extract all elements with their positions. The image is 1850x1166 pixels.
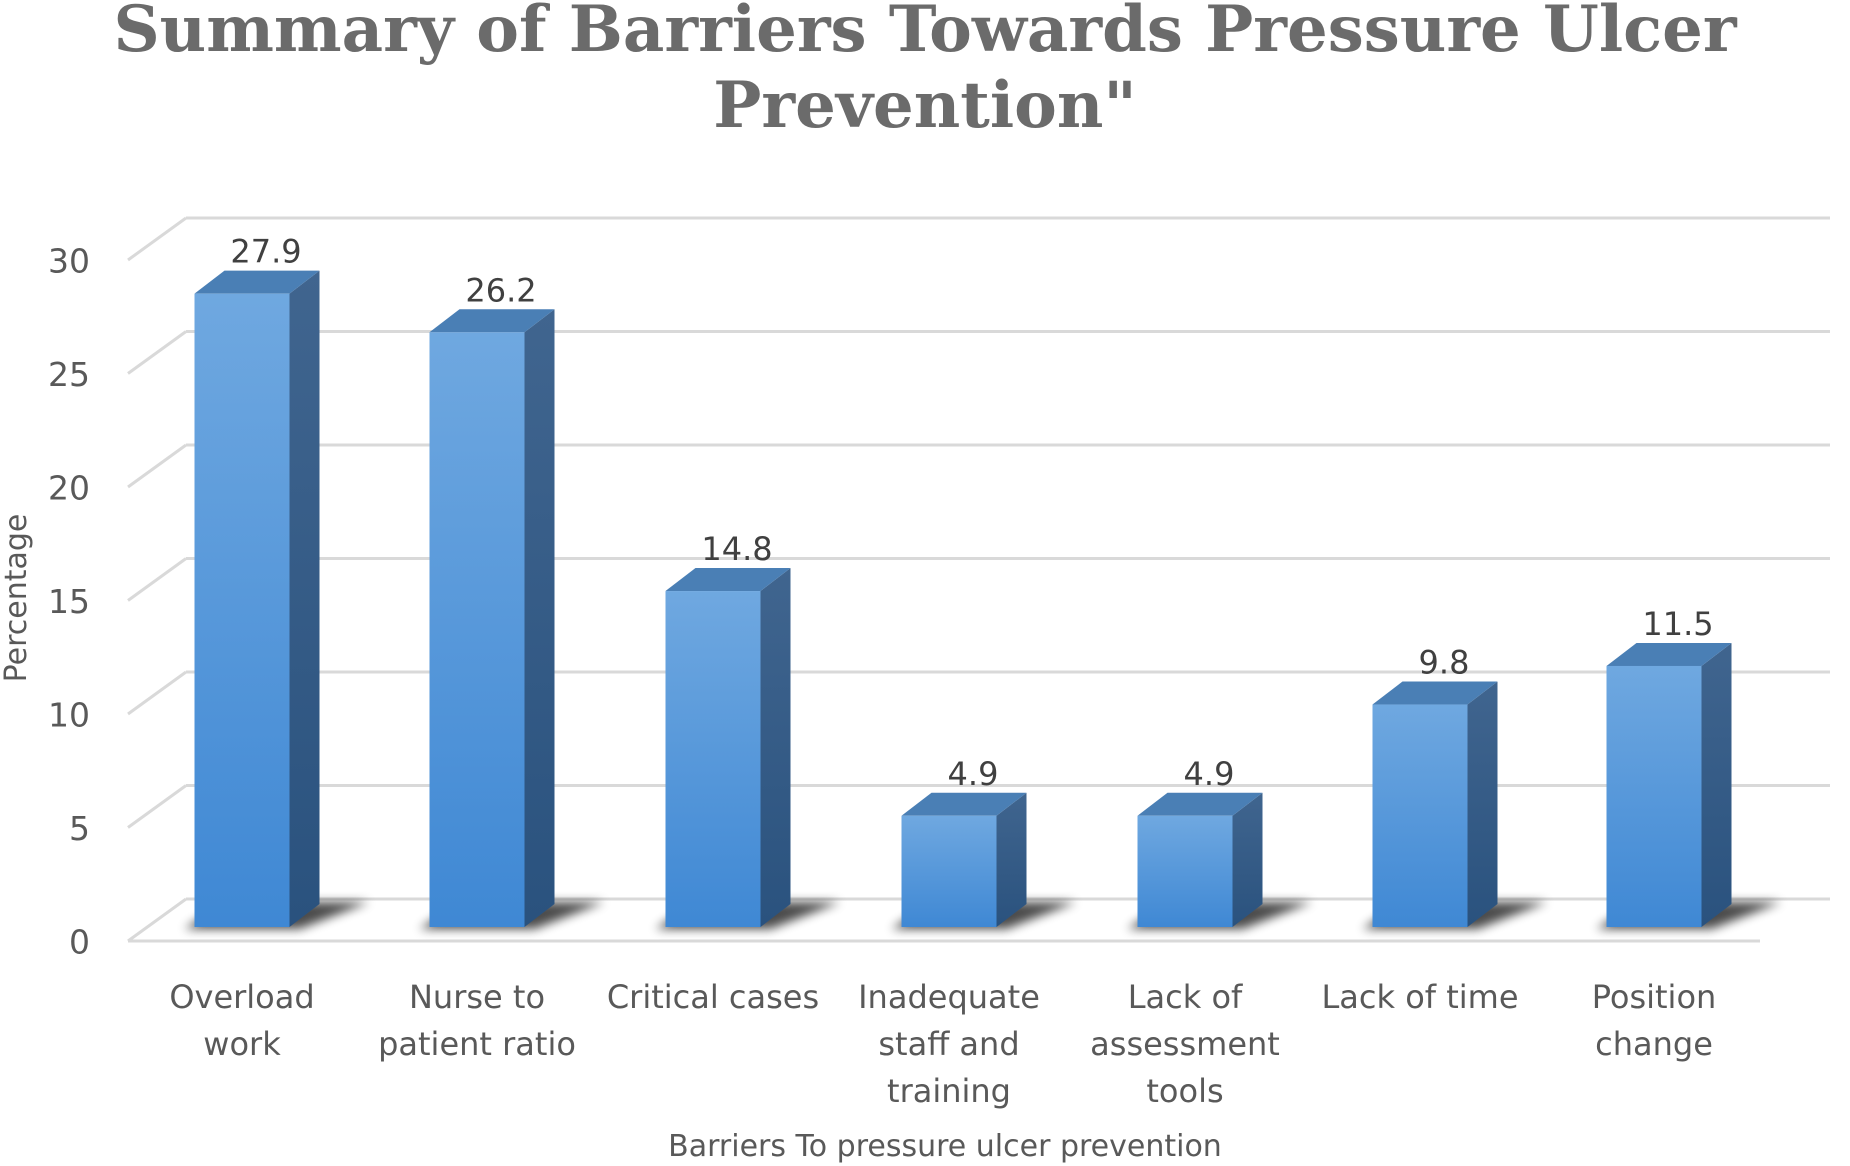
y-tick-label: 0 (69, 923, 90, 962)
bar (901, 792, 1027, 927)
bar-side (1232, 792, 1263, 927)
bar-front (429, 332, 525, 927)
y-axis-ticks: 0 5 10 15 20 25 30 (48, 242, 90, 962)
data-label: 11.5 (1642, 605, 1713, 643)
y-tick-label: 5 (69, 809, 90, 848)
bars (194, 270, 1732, 927)
bar-top (901, 792, 1027, 816)
bar-top (1137, 792, 1263, 816)
bar-side (1467, 681, 1498, 927)
bar-top (194, 270, 320, 294)
bar-top (1372, 681, 1498, 705)
y-tick-label: 30 (48, 242, 90, 281)
bar (1137, 792, 1263, 927)
bar-top (1606, 642, 1732, 666)
x-tick-label: Inadequate staff and training (858, 978, 1040, 1110)
y-tick-label: 25 (48, 355, 90, 394)
bar-top (429, 309, 555, 333)
x-tick-label: Position change (1592, 978, 1717, 1063)
chart-title: Summary of Barriers Towards Pressure Ulc… (0, 0, 1850, 144)
x-tick-label: Overload work (169, 978, 314, 1063)
data-label: 14.8 (701, 530, 772, 568)
y-tick-label: 10 (48, 696, 90, 735)
data-labels: 27.9 26.2 14.8 4.9 4.9 9.8 11.5 (230, 233, 1713, 793)
x-tick-label: Critical cases (607, 978, 819, 1016)
data-label: 4.9 (1184, 755, 1235, 793)
bar (1606, 642, 1732, 927)
data-label: 26.2 (465, 271, 536, 309)
bar-side (760, 568, 791, 927)
y-tick-label: 20 (48, 469, 90, 508)
bar-top (665, 568, 791, 592)
data-label: 27.9 (230, 233, 301, 271)
y-axis-label: Percentage (0, 514, 34, 683)
x-axis-label: Barriers To pressure ulcer prevention (668, 1129, 1222, 1164)
gridline (127, 216, 1830, 262)
x-tick-label: Nurse to patient ratio (378, 978, 576, 1063)
bar-front (665, 591, 761, 927)
bar-side (524, 309, 555, 927)
gridline (127, 330, 1830, 375)
bar-front (194, 293, 290, 927)
data-label: 9.8 (1419, 644, 1470, 682)
bar (429, 309, 555, 927)
gridline (127, 443, 1830, 489)
chart-title-line-1: Summary of Barriers Towards Pressure Ulc… (113, 0, 1737, 67)
bar-front (901, 815, 997, 927)
gridline (127, 670, 1830, 716)
bar-side (289, 270, 320, 927)
bar-front (1606, 665, 1702, 927)
data-label: 4.9 (948, 755, 999, 793)
x-tick-label: Lack of time (1321, 978, 1518, 1016)
x-tick-label: Lack of assessment tools (1090, 978, 1280, 1110)
y-tick-label: 15 (48, 582, 90, 621)
gridline (127, 557, 1830, 602)
bar (194, 270, 320, 927)
chart-title-line-2: Prevention" (713, 68, 1137, 143)
bar (665, 568, 791, 927)
bar-front (1372, 704, 1468, 927)
bar-front (1137, 815, 1233, 927)
bar-side (1701, 642, 1732, 927)
x-axis-categories: Overload work Nurse to patient ratio Critica… (169, 978, 1716, 1110)
bar (1372, 681, 1498, 927)
bar-side (996, 792, 1027, 927)
